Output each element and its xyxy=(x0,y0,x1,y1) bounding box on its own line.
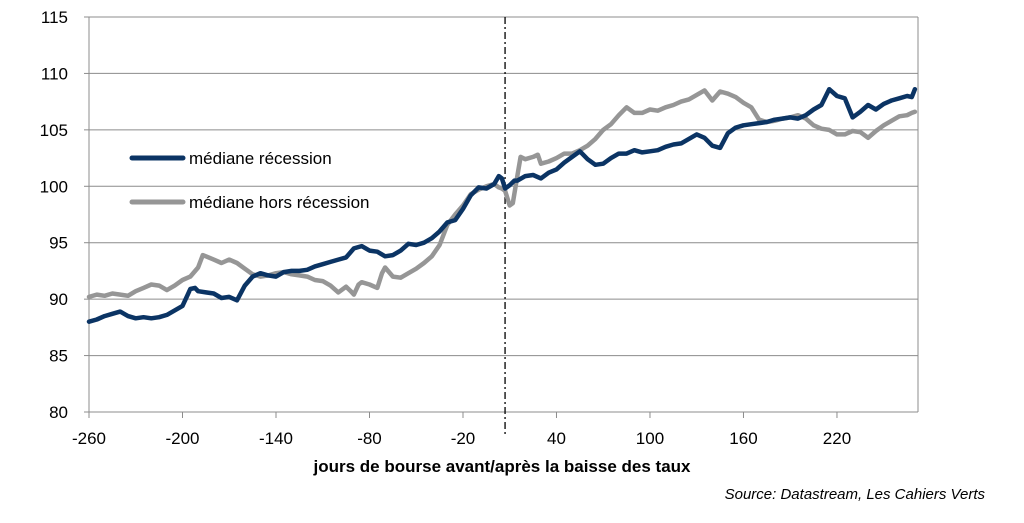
series-line-recession xyxy=(86,86,918,324)
series-lines xyxy=(86,86,918,324)
x-axis-title: jours de bourse avant/après la baisse de… xyxy=(313,457,692,476)
source-note: Source: Datastream, Les Cahiers Verts xyxy=(725,486,986,503)
y-tick-label: 90 xyxy=(49,290,68,309)
y-tick-label: 80 xyxy=(49,403,68,422)
x-tick-label: 220 xyxy=(823,429,851,448)
x-tick-label: -260 xyxy=(72,429,106,448)
axes: 80 85 90 95 100 105 110 115 -260 -200 -140 -80 -20 40… xyxy=(40,8,919,448)
x-tick-label: 40 xyxy=(547,429,566,448)
x-tick-label: -140 xyxy=(259,429,293,448)
legend-label-recession: médiane récession xyxy=(189,149,332,168)
legend: médiane récession médiane hors récession xyxy=(129,149,369,212)
legend-label-non-recession: médiane hors récession xyxy=(189,193,369,212)
x-tick-label: -80 xyxy=(357,429,382,448)
y-tick-label: 85 xyxy=(49,347,68,366)
y-tick-label: 100 xyxy=(40,177,68,196)
y-tick-label: 95 xyxy=(49,234,68,253)
x-tick-label: 100 xyxy=(636,429,664,448)
y-tick-label: 115 xyxy=(41,8,68,27)
y-tick-label: 110 xyxy=(41,64,68,83)
x-tick-label: -200 xyxy=(165,429,199,448)
x-tick-label: -20 xyxy=(451,429,476,448)
y-tick-label: 105 xyxy=(40,121,68,140)
x-tick-label: 160 xyxy=(729,429,757,448)
gridlines xyxy=(89,16,918,413)
